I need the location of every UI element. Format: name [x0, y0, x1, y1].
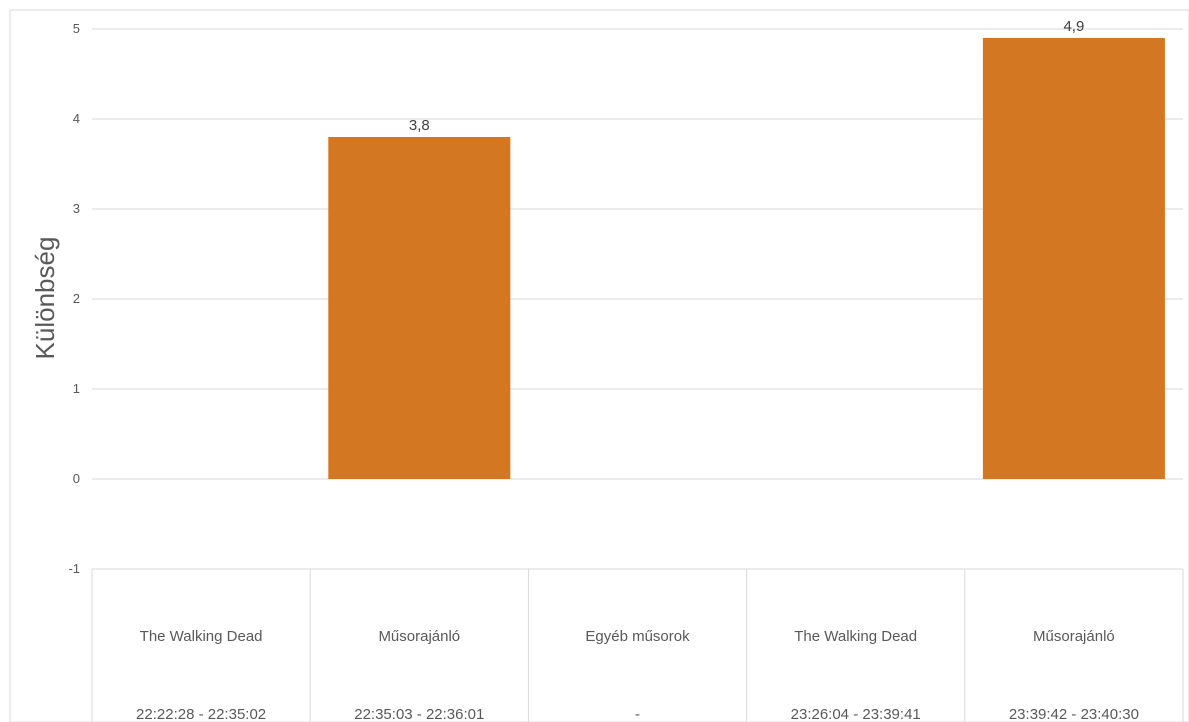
chart-border [9, 9, 1189, 722]
category-time-label: 22:22:28 - 22:35:02 [136, 706, 266, 722]
category-time-label: 22:35:03 - 22:36:01 [354, 706, 484, 722]
bar [982, 38, 1165, 479]
y-tick-label: 5 [73, 21, 80, 36]
category-name-label: The Walking Dead [794, 628, 917, 645]
bars [328, 38, 1165, 479]
data-labels: 3,8 4,9 [409, 18, 1084, 134]
category-name-label: The Walking Dead [140, 628, 263, 645]
category-name-label: Egyéb műsorok [585, 628, 690, 645]
y-tick-label: 3 [73, 201, 80, 216]
bar [328, 137, 511, 479]
data-label: 3,8 [409, 117, 430, 134]
category-time-label: 23:26:04 - 23:39:41 [791, 706, 921, 722]
y-tick-label: 1 [73, 381, 80, 396]
y-axis-ticks: 5 4 3 2 1 0 -1 [68, 21, 80, 576]
y-tick-label: 4 [73, 111, 80, 126]
y-tick-label: 0 [73, 471, 80, 486]
category-table: The Walking Dead 22:22:28 - 22:35:02 Műsor… [91, 569, 1184, 722]
data-label: 4,9 [1063, 18, 1084, 35]
category-name-label: Műsorajánló [378, 628, 460, 645]
category-time-label: - [635, 706, 640, 722]
y-tick-label: 2 [73, 291, 80, 306]
y-tick-label: -1 [68, 561, 80, 576]
category-time-label: 23:39:42 - 23:40:30 [1009, 706, 1139, 722]
y-axis-title: Különbség [30, 237, 60, 360]
category-name-label: Műsorajánló [1033, 628, 1115, 645]
